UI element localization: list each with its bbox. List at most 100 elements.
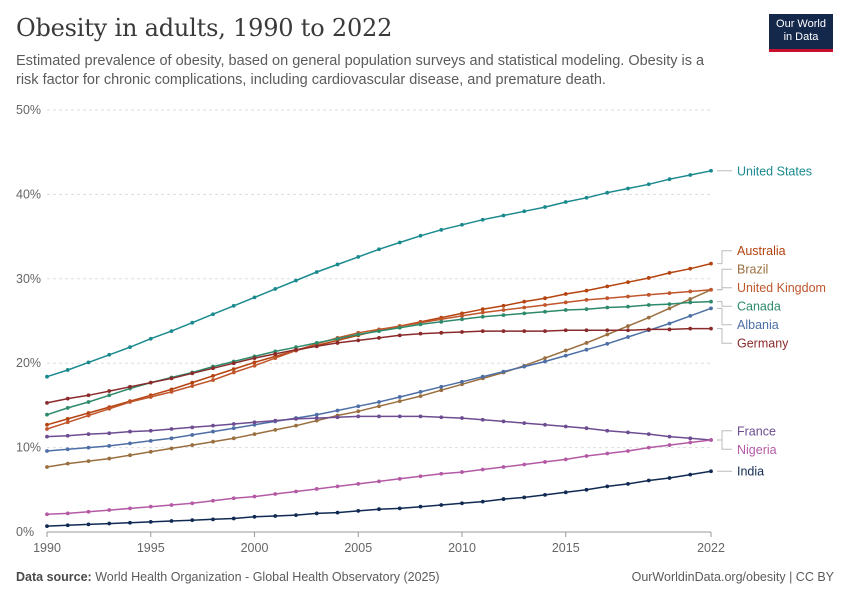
data-point (377, 479, 381, 484)
data-point (65, 447, 70, 452)
data-point (107, 393, 112, 398)
owid-logo[interactable]: Our World in Data (769, 14, 833, 52)
series-line[interactable] (45, 168, 713, 379)
data-point (45, 412, 49, 417)
data-point (626, 328, 630, 333)
data-point (418, 389, 423, 394)
site-credit-link[interactable]: OurWorldinData.org/obesity | CC BY (631, 570, 834, 584)
data-point (86, 400, 91, 404)
label-connector (717, 250, 732, 265)
series-label[interactable]: Canada (737, 300, 781, 314)
data-point (128, 506, 132, 511)
data-point (480, 314, 485, 319)
data-point (688, 440, 693, 445)
series-line[interactable] (45, 414, 713, 442)
series-line[interactable] (45, 438, 713, 517)
series-path (46, 439, 712, 516)
data-point (169, 446, 174, 451)
data-point (501, 308, 506, 312)
series-label[interactable]: India (737, 465, 764, 479)
series-label[interactable]: Nigeria (737, 443, 777, 457)
label-connector (717, 268, 732, 291)
series-line[interactable] (45, 469, 713, 528)
x-tick-label: 2022 (697, 541, 725, 555)
data-point (418, 504, 423, 509)
series-label[interactable]: Albania (737, 318, 779, 332)
data-point (252, 494, 257, 499)
data-point (626, 481, 630, 486)
data-point (563, 457, 568, 462)
data-point (646, 303, 651, 307)
series-label[interactable]: United States (737, 164, 812, 178)
data-point (646, 445, 651, 450)
data-point (522, 209, 527, 214)
data-point (501, 303, 506, 308)
series-line[interactable] (45, 326, 713, 405)
data-point (190, 384, 195, 388)
data-point (273, 356, 278, 361)
series-line[interactable] (45, 287, 713, 431)
data-point (563, 353, 568, 358)
data-point (563, 490, 568, 495)
chart-title: Obesity in adults, 1990 to 2022 (16, 14, 393, 42)
data-point (211, 439, 215, 444)
data-point (397, 333, 402, 338)
data-point (128, 441, 132, 446)
data-point (626, 186, 630, 191)
data-point (501, 213, 506, 218)
data-point (314, 412, 319, 417)
data-point (231, 303, 236, 308)
x-tick-label: 1990 (33, 541, 61, 555)
data-point (377, 335, 381, 340)
data-point (314, 416, 319, 420)
data-point (377, 247, 381, 252)
data-point (605, 190, 610, 195)
data-point (231, 422, 236, 426)
data-point (460, 379, 464, 384)
series-label[interactable]: Australia (737, 244, 786, 258)
series-label[interactable]: France (737, 424, 776, 438)
label-connector (717, 287, 732, 291)
data-point (709, 438, 713, 442)
data-point (605, 284, 610, 289)
data-point (709, 306, 713, 311)
series-line[interactable] (45, 306, 713, 453)
data-point (107, 521, 112, 526)
data-point (231, 367, 236, 372)
data-point (460, 222, 464, 227)
data-point (563, 328, 568, 333)
data-point (460, 314, 464, 318)
data-point (294, 347, 298, 352)
data-point (211, 517, 215, 522)
data-point (626, 335, 630, 339)
data-point (211, 366, 215, 371)
y-tick-label: 30% (16, 272, 41, 286)
data-point (148, 336, 153, 341)
data-point (584, 195, 589, 200)
data-point (294, 278, 298, 283)
data-point (252, 514, 257, 519)
y-tick-label: 50% (16, 103, 41, 117)
data-point (45, 449, 49, 453)
data-point (646, 276, 651, 280)
data-point (335, 484, 340, 489)
data-point (65, 523, 70, 528)
data-point (107, 389, 112, 393)
data-point (439, 227, 444, 232)
data-point (605, 296, 610, 301)
data-point (626, 449, 630, 453)
x-tick-label: 2015 (552, 541, 580, 555)
data-point (314, 344, 319, 349)
data-point (107, 352, 112, 357)
series-label[interactable]: United Kingdom (737, 281, 826, 295)
data-point (605, 428, 610, 433)
series-label[interactable]: Germany (737, 337, 789, 351)
data-point (563, 300, 568, 305)
data-point (584, 328, 589, 333)
data-point (418, 394, 423, 399)
series-label[interactable]: Brazil (737, 263, 768, 277)
data-point (65, 368, 70, 372)
data-point (45, 427, 49, 431)
data-point (45, 524, 49, 528)
